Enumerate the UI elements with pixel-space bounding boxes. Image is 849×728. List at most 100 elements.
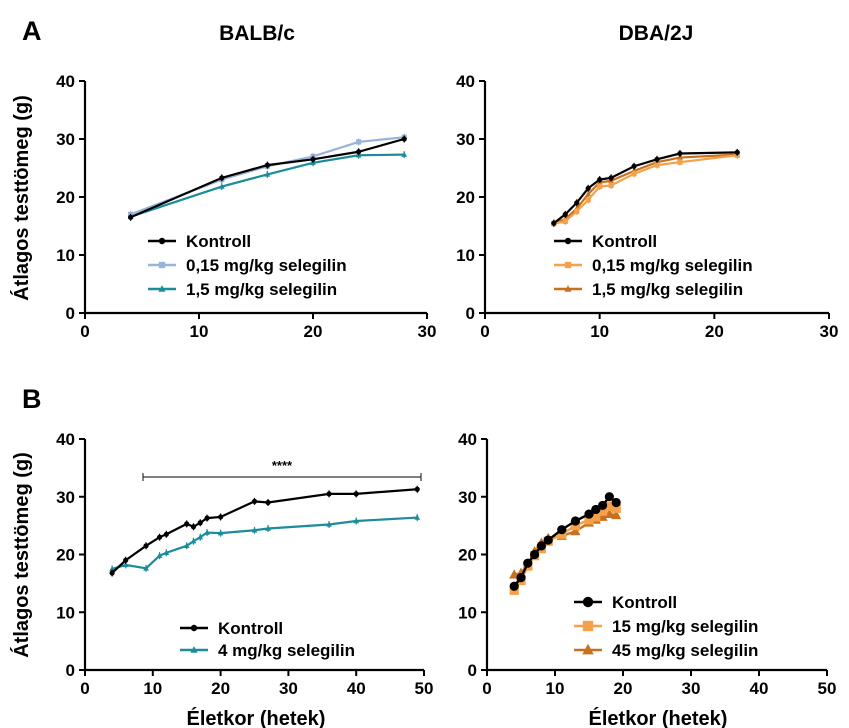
data-point bbox=[414, 514, 421, 520]
data-point bbox=[109, 570, 115, 576]
x-tick-label: 0 bbox=[480, 322, 489, 341]
chart-dba2j-b: 0 10 20 30 40 50 0 10 20 30 40 Kontroll 15 mg/kg sel… bbox=[458, 430, 836, 698]
legend-marker bbox=[582, 620, 594, 632]
data-point bbox=[598, 500, 608, 511]
data-point bbox=[218, 514, 224, 520]
y-tick-label: 30 bbox=[458, 488, 477, 507]
data-point bbox=[163, 549, 170, 555]
series-line bbox=[553, 151, 738, 224]
data-point bbox=[190, 538, 197, 544]
legend-marker bbox=[564, 237, 572, 245]
y-tick-label: 20 bbox=[456, 188, 475, 207]
data-point bbox=[218, 183, 225, 189]
data-point bbox=[608, 175, 614, 181]
y-tick-label: 10 bbox=[56, 603, 75, 622]
chart-balbc-b: 0 10 20 30 40 50 0 10 20 30 40 Kontroll 4 mg/kg sele… bbox=[56, 430, 433, 698]
data-point bbox=[217, 530, 224, 536]
x-tick-label: 10 bbox=[546, 679, 565, 698]
y-tick-label: 30 bbox=[456, 130, 475, 149]
legend-marker bbox=[582, 643, 594, 655]
data-point bbox=[557, 525, 567, 535]
data-point bbox=[591, 512, 601, 522]
data-point bbox=[570, 525, 581, 536]
legend-label: 0,15 mg/kg selegilin bbox=[592, 256, 753, 275]
legend-marker bbox=[190, 646, 198, 653]
y-tick-label: 0 bbox=[468, 661, 477, 680]
data-point bbox=[570, 521, 580, 531]
legend-label: Kontroll bbox=[186, 232, 251, 251]
y-axis-label-top: Átlagos testtömeg (g) bbox=[10, 95, 33, 301]
data-point bbox=[356, 139, 362, 145]
y-tick-label: 40 bbox=[456, 72, 475, 91]
strain-title-balbc: BALB/c bbox=[219, 22, 295, 45]
y-tick-label: 0 bbox=[66, 304, 75, 323]
data-point bbox=[611, 509, 622, 520]
chart-balbc-a: 0 10 20 30 0 10 20 30 40 Kontroll 0,15 mg/kg seleg… bbox=[56, 72, 436, 341]
data-point bbox=[677, 154, 683, 160]
data-point bbox=[562, 218, 568, 224]
x-tick-label: 40 bbox=[750, 679, 769, 698]
data-point bbox=[551, 220, 557, 226]
significance-stars: **** bbox=[272, 458, 293, 473]
data-point bbox=[122, 561, 129, 568]
data-point bbox=[219, 175, 225, 181]
data-point bbox=[574, 200, 580, 206]
data-point bbox=[251, 498, 258, 504]
legend-label: 15 mg/kg selegilin bbox=[612, 617, 758, 636]
data-point bbox=[190, 524, 197, 530]
y-tick-label: 10 bbox=[56, 246, 75, 265]
data-point bbox=[543, 535, 553, 545]
legend-marker bbox=[158, 285, 166, 292]
panel-label-a: A bbox=[22, 16, 42, 46]
x-tick-label: 10 bbox=[590, 322, 609, 341]
x-tick-label: 30 bbox=[418, 322, 437, 341]
data-point bbox=[585, 185, 591, 191]
y-tick-label: 30 bbox=[56, 130, 75, 149]
series-line bbox=[553, 153, 738, 225]
x-axis-label-left: Életkor (hetek) bbox=[187, 707, 326, 728]
data-point bbox=[109, 565, 115, 572]
legend-label: 0,15 mg/kg selegilin bbox=[186, 256, 347, 275]
data-point bbox=[204, 529, 210, 535]
series-line bbox=[553, 154, 738, 225]
data-point bbox=[597, 177, 603, 183]
x-tick-label: 50 bbox=[818, 679, 837, 698]
x-tick-label: 0 bbox=[482, 679, 491, 698]
x-tick-label: 50 bbox=[415, 679, 434, 698]
legend-label: Kontroll bbox=[612, 593, 677, 612]
data-point bbox=[326, 521, 332, 527]
y-tick-label: 20 bbox=[56, 546, 75, 565]
data-point bbox=[654, 156, 660, 162]
data-point bbox=[326, 491, 332, 497]
data-point bbox=[677, 150, 683, 157]
series-line bbox=[130, 153, 405, 218]
legend-marker bbox=[564, 261, 572, 269]
x-tick-label: 20 bbox=[614, 679, 633, 698]
data-point bbox=[557, 529, 567, 539]
data-point bbox=[265, 499, 271, 506]
x-tick-label: 30 bbox=[279, 679, 298, 698]
data-point bbox=[585, 197, 591, 203]
y-tick-label: 0 bbox=[66, 661, 75, 680]
x-tick-label: 10 bbox=[143, 679, 162, 698]
data-point bbox=[197, 520, 203, 526]
x-tick-label: 40 bbox=[347, 679, 366, 698]
data-point bbox=[123, 557, 129, 563]
data-point bbox=[356, 149, 362, 155]
data-point bbox=[584, 515, 594, 525]
data-point bbox=[585, 190, 592, 197]
strain-title-dba2j: DBA/2J bbox=[619, 22, 694, 45]
data-point bbox=[156, 552, 163, 558]
data-point bbox=[604, 501, 614, 512]
data-point bbox=[597, 183, 603, 190]
data-point bbox=[654, 162, 660, 168]
x-tick-label: 20 bbox=[705, 322, 724, 341]
data-point bbox=[265, 525, 271, 531]
data-point bbox=[611, 503, 621, 513]
data-point bbox=[530, 549, 540, 560]
data-point bbox=[604, 492, 615, 502]
series-line bbox=[130, 137, 405, 219]
chart-dba2j-a: 0 10 20 30 0 10 20 30 40 Kontroll 0,15 mg/kg seleg… bbox=[456, 72, 838, 341]
y-tick-label: 40 bbox=[458, 430, 477, 449]
x-tick-label: 30 bbox=[682, 679, 701, 698]
